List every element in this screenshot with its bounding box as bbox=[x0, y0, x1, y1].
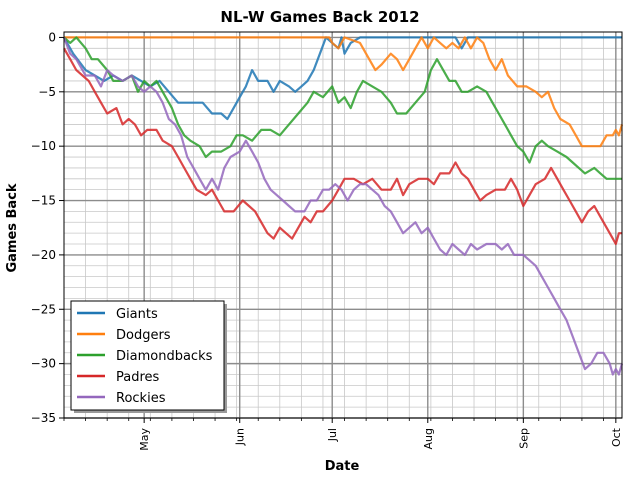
legend-label: Rockies bbox=[116, 391, 166, 406]
series-line-diamondbacks bbox=[63, 36, 622, 180]
series-line-dodgers bbox=[64, 36, 624, 148]
x-tick-label: Jun bbox=[234, 428, 247, 446]
legend: Giants Dodgers Diamondbacks Padres Rockies bbox=[70, 300, 227, 413]
y-tick-label: −30 bbox=[31, 357, 56, 371]
x-tick-label: May bbox=[138, 428, 151, 451]
x-tick-label: Oct bbox=[610, 427, 623, 447]
legend-label: Padres bbox=[116, 370, 160, 385]
y-tick-label: 0 bbox=[48, 30, 56, 44]
legend-label: Diamondbacks bbox=[116, 349, 213, 364]
x-axis-label: Date bbox=[325, 459, 360, 474]
x-axis: May Jun Jul Aug Sep Oct bbox=[63, 418, 623, 451]
y-tick-label: −25 bbox=[31, 302, 56, 316]
plot-frame bbox=[63, 31, 623, 419]
legend-label: Dodgers bbox=[116, 328, 171, 343]
y-axis: 0 −5 −10 −15 −20 −25 −30 −35 bbox=[31, 30, 64, 425]
series-layer bbox=[62, 36, 624, 376]
series-line-rockies bbox=[62, 37, 624, 376]
y-tick-label: −15 bbox=[31, 194, 56, 208]
y-tick-label: −20 bbox=[31, 248, 56, 262]
x-tick-label: Sep bbox=[517, 428, 530, 449]
series-line-giants bbox=[63, 36, 622, 121]
y-axis-label: Games Back bbox=[5, 183, 20, 272]
x-tick-label: Aug bbox=[422, 428, 435, 449]
y-tick-label: −10 bbox=[31, 139, 56, 153]
chart-title: NL-W Games Back 2012 bbox=[220, 8, 419, 26]
y-tick-label: −5 bbox=[38, 85, 56, 99]
series-line-padres bbox=[63, 47, 622, 246]
x-tick-label: Jul bbox=[326, 428, 339, 442]
y-tick-label: −35 bbox=[31, 411, 56, 425]
legend-label: Giants bbox=[116, 307, 158, 322]
